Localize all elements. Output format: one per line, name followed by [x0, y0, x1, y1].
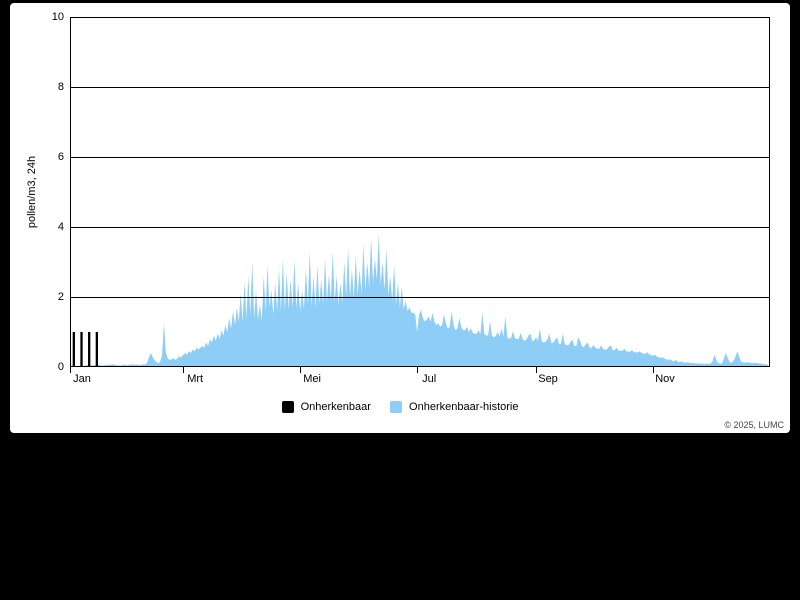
x-tick: [300, 367, 301, 373]
x-tick-label: Mei: [303, 373, 321, 385]
chart-card: 0246810 JanMrtMeiJulSepNov pollen/m3, 24…: [10, 3, 790, 433]
x-tick-label: Nov: [655, 373, 675, 385]
x-tick-label: Mrt: [187, 373, 203, 385]
x-tick-label: Sep: [538, 373, 558, 385]
plot-area: 0246810 JanMrtMeiJulSepNov: [70, 17, 770, 367]
legend-swatch-historie: [390, 401, 402, 413]
gridline: [70, 157, 770, 158]
y-tick-label: 0: [58, 361, 64, 373]
x-tick-label: Jul: [422, 373, 436, 385]
legend: Onherkenbaar Onherkenbaar-historie: [10, 401, 790, 413]
x-tick: [183, 367, 184, 373]
gridline: [70, 227, 770, 228]
y-tick-label: 6: [58, 151, 64, 163]
legend-label-historie: Onherkenbaar-historie: [409, 401, 518, 413]
y-tick-label: 2: [58, 291, 64, 303]
y-axis-label: pollen/m3, 24h: [26, 156, 38, 228]
gridline: [70, 297, 770, 298]
legend-item-historie: Onherkenbaar-historie: [390, 401, 519, 413]
y-tick-label: 4: [58, 221, 64, 233]
x-tick: [417, 367, 418, 373]
legend-label-current: Onherkenbaar: [301, 401, 371, 413]
legend-swatch-current: [282, 401, 294, 413]
x-tick: [536, 367, 537, 373]
y-tick-label: 8: [58, 81, 64, 93]
x-tick: [653, 367, 654, 373]
y-tick-label: 10: [52, 11, 64, 23]
x-tick: [70, 367, 71, 373]
current-bar-series: [70, 17, 770, 367]
legend-item-current: Onherkenbaar: [282, 401, 371, 413]
x-tick-label: Jan: [73, 373, 91, 385]
gridline: [70, 87, 770, 88]
copyright-text: © 2025, LUMC: [724, 420, 784, 430]
